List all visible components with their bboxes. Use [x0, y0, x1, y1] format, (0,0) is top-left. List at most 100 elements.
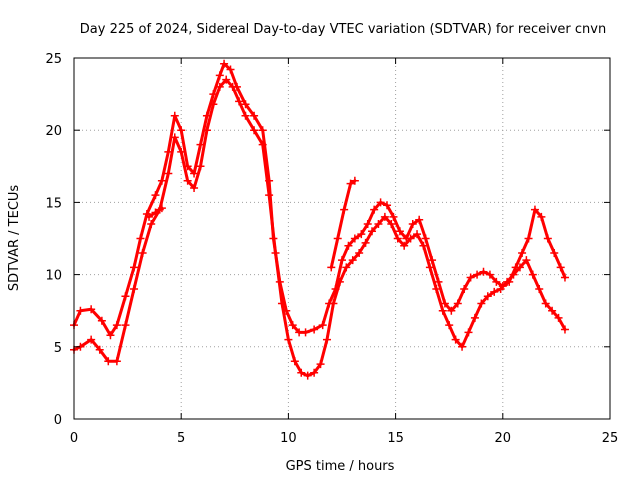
- tick-layer: 0 5 10 15 20 25 0 5 10 15 20 25: [45, 52, 618, 446]
- data-point: [258, 126, 267, 135]
- data-point: [121, 321, 130, 330]
- x-axis-label: GPS time / hours: [286, 459, 395, 474]
- data-point: [136, 234, 145, 243]
- data-point: [560, 325, 569, 334]
- data-point: [215, 71, 224, 80]
- series-lower-band: [70, 75, 569, 380]
- data-point: [310, 368, 319, 377]
- data-point: [400, 241, 409, 250]
- data-point: [477, 299, 486, 308]
- data-point: [318, 321, 327, 330]
- data-point: [515, 263, 524, 272]
- data-point: [327, 263, 336, 272]
- data-point: [387, 220, 396, 229]
- plot-frame: [73, 57, 611, 420]
- data-point: [241, 100, 250, 109]
- data-point: [447, 306, 456, 315]
- data-point: [389, 212, 398, 221]
- data-point: [95, 345, 104, 354]
- data-point: [413, 230, 422, 239]
- data-point: [130, 285, 139, 294]
- data-point: [383, 201, 392, 210]
- x-tick-label: 0: [70, 431, 78, 446]
- data-point: [490, 287, 499, 296]
- data-point: [87, 335, 96, 344]
- data-point: [393, 234, 402, 243]
- x-tick-label: 15: [387, 431, 404, 446]
- data-point: [503, 277, 512, 286]
- data-point: [190, 183, 199, 192]
- data-point: [560, 273, 569, 282]
- data-point: [346, 179, 355, 188]
- data-point: [301, 328, 310, 337]
- data-point: [228, 82, 237, 91]
- data-point: [344, 241, 353, 250]
- data-point: [350, 176, 359, 185]
- data-point: [222, 75, 231, 84]
- data-point: [288, 321, 297, 330]
- data-point: [130, 263, 139, 272]
- x-tick-label: 25: [602, 431, 619, 446]
- data-point: [425, 263, 434, 272]
- data-point: [145, 212, 154, 221]
- data-point: [329, 299, 338, 308]
- data-point: [241, 111, 250, 120]
- series-line: [72, 78, 567, 378]
- data-point: [548, 306, 557, 315]
- data-point: [524, 234, 533, 243]
- data-point: [335, 277, 344, 286]
- data-point: [333, 234, 342, 243]
- data-point: [556, 263, 565, 272]
- series-spike-13h: [327, 176, 359, 272]
- x-tick-label: 20: [495, 431, 512, 446]
- data-point: [277, 299, 286, 308]
- data-point: [496, 285, 505, 294]
- data-point: [357, 230, 366, 239]
- data-point: [157, 176, 166, 185]
- data-point: [518, 248, 527, 257]
- data-point: [284, 335, 293, 344]
- data-point: [170, 111, 179, 120]
- data-point: [258, 140, 267, 149]
- data-point: [250, 126, 259, 135]
- data-point: [428, 256, 437, 265]
- data-point: [138, 248, 147, 257]
- data-point: [348, 256, 357, 265]
- data-point: [554, 313, 563, 322]
- data-point: [322, 335, 331, 344]
- data-point: [440, 299, 449, 308]
- data-point: [202, 126, 211, 135]
- data-point: [374, 220, 383, 229]
- data-point: [550, 248, 559, 257]
- data-point: [290, 357, 299, 366]
- data-point: [460, 285, 469, 294]
- data-point: [483, 292, 492, 301]
- y-tick-label: 15: [45, 196, 62, 211]
- data-point: [361, 238, 370, 247]
- data-point: [479, 267, 488, 276]
- data-point: [363, 220, 372, 229]
- data-point: [190, 169, 199, 178]
- y-tick-label: 5: [54, 341, 62, 356]
- data-point: [528, 270, 537, 279]
- data-point: [419, 241, 428, 250]
- data-point: [355, 248, 364, 257]
- y-tick-label: 10: [45, 269, 62, 284]
- data-point: [310, 325, 319, 334]
- data-point: [297, 368, 306, 377]
- data-point: [226, 65, 235, 74]
- data-point: [106, 331, 115, 340]
- data-point: [196, 162, 205, 171]
- data-point: [342, 263, 351, 272]
- data-point: [470, 313, 479, 322]
- data-point: [509, 270, 518, 279]
- data-point: [434, 277, 443, 286]
- data-point: [438, 306, 447, 315]
- data-point: [458, 342, 467, 351]
- data-point: [177, 126, 186, 135]
- data-point: [445, 321, 454, 330]
- y-tick-label: 0: [54, 413, 62, 428]
- y-tick-label: 25: [45, 52, 62, 67]
- data-point: [473, 270, 482, 279]
